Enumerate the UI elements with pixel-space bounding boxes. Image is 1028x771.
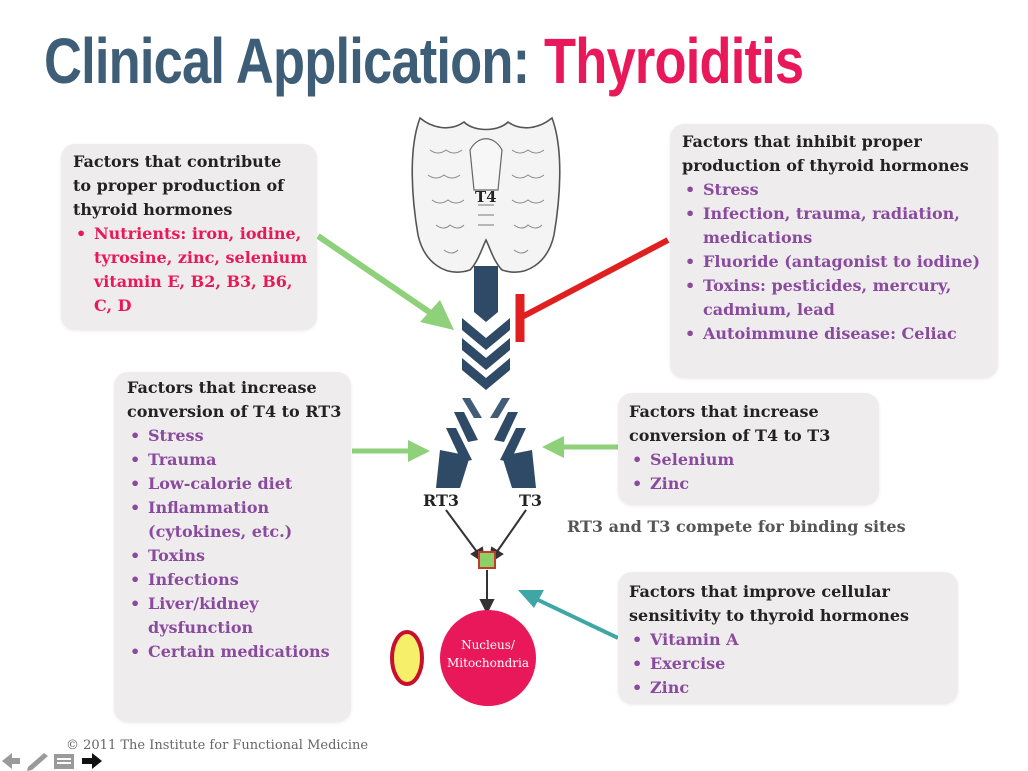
sensitivity-heading: Factors that improve cellular sensitivit…: [629, 582, 910, 625]
contribute-factors-box: Factors that contribute to proper produc…: [61, 144, 317, 330]
list-item: Selenium: [629, 448, 879, 472]
title-part-1: Clinical Application:: [44, 25, 530, 97]
list-item: Trauma: [127, 448, 341, 472]
sensitivity-list: Vitamin A Exercise Zinc: [629, 628, 958, 700]
sensitivity-teal-arrow: [518, 590, 619, 640]
t3-green-arrow: [542, 436, 618, 458]
rt3-green-arrow: [352, 440, 430, 462]
inhibit-red-line: [515, 237, 670, 342]
rt3-list: Stress Trauma Low-calorie diet Inflammat…: [127, 424, 341, 664]
rt3-factors-box: Factors that increase conversion of T4 t…: [114, 372, 351, 722]
list-item: Toxins: pesticides, mercury, cadmium, le…: [682, 274, 982, 322]
t3-factors-box: Factors that increase conversion of T4 t…: [618, 393, 879, 505]
slide-nav-bar: [2, 753, 102, 771]
list-item: Infection, trauma, radiation, medication…: [682, 202, 982, 250]
nucleus-circle: [440, 610, 536, 706]
copyright-notice: © 2011 The Institute for Functional Medi…: [66, 738, 369, 753]
list-item: Liver/kidney dysfunction: [127, 592, 341, 640]
t3-label: T3: [519, 491, 543, 510]
t3-heading: Factors that increase conversion of T4 t…: [629, 402, 831, 445]
list-item: Exercise: [629, 652, 958, 676]
contribute-green-arrow: [316, 233, 454, 330]
contribute-heading: Factors that contribute to proper produc…: [73, 152, 285, 219]
list-item: Zinc: [629, 676, 958, 700]
list-item: Certain medications: [127, 640, 341, 664]
list-item: Fluoride (antagonist to iodine): [682, 250, 982, 274]
inhibit-heading: Factors that inhibit proper production o…: [682, 132, 969, 175]
nucleus-label-line1: Nucleus/: [461, 638, 515, 652]
pen-tool-icon[interactable]: [27, 753, 48, 771]
rt3-heading: Factors that increase conversion of T4 t…: [127, 378, 342, 421]
list-item: Infections: [127, 568, 341, 592]
list-item: Low-calorie diet: [127, 472, 341, 496]
list-item: Nutrients: iron, iodine, tyrosine, zinc,…: [73, 222, 309, 318]
t3-list: Selenium Zinc: [629, 448, 879, 496]
rt3-label: RT3: [423, 491, 460, 510]
slide-menu-icon[interactable]: [54, 754, 74, 769]
nucleus-label: Nucleus/ Mitochondria: [440, 636, 536, 672]
list-item: Stress: [127, 424, 341, 448]
sensitivity-factors-box: Factors that improve cellular sensitivit…: [618, 572, 958, 704]
list-item: Inflammation (cytokines, etc.): [127, 496, 341, 544]
list-item: Vitamin A: [629, 628, 958, 652]
inhibit-list: Stress Infection, trauma, radiation, med…: [682, 178, 982, 346]
compete-note: RT3 and T3 compete for binding sites: [567, 517, 906, 536]
title-part-2: Thyroiditis: [544, 25, 804, 97]
list-item: Autoimmune disease: Celiac: [682, 322, 982, 346]
gland-label-t4: T4: [475, 188, 497, 206]
next-slide-icon[interactable]: [82, 753, 102, 769]
list-item: Toxins: [127, 544, 341, 568]
page-title: Clinical Application: Thyroiditis: [44, 24, 804, 98]
previous-slide-icon[interactable]: [2, 753, 20, 769]
list-item: Stress: [682, 178, 982, 202]
receptor-square: [478, 551, 496, 569]
nucleus-label-line2: Mitochondria: [447, 656, 529, 670]
mitochondria-oval: [390, 630, 424, 686]
contribute-list: Nutrients: iron, iodine, tyrosine, zinc,…: [73, 222, 309, 318]
thyroid-gland-illustration: [411, 116, 561, 273]
list-item: Zinc: [629, 472, 879, 496]
inhibit-factors-box: Factors that inhibit proper production o…: [670, 124, 998, 378]
t4-conversion-chevrons: [436, 266, 536, 488]
